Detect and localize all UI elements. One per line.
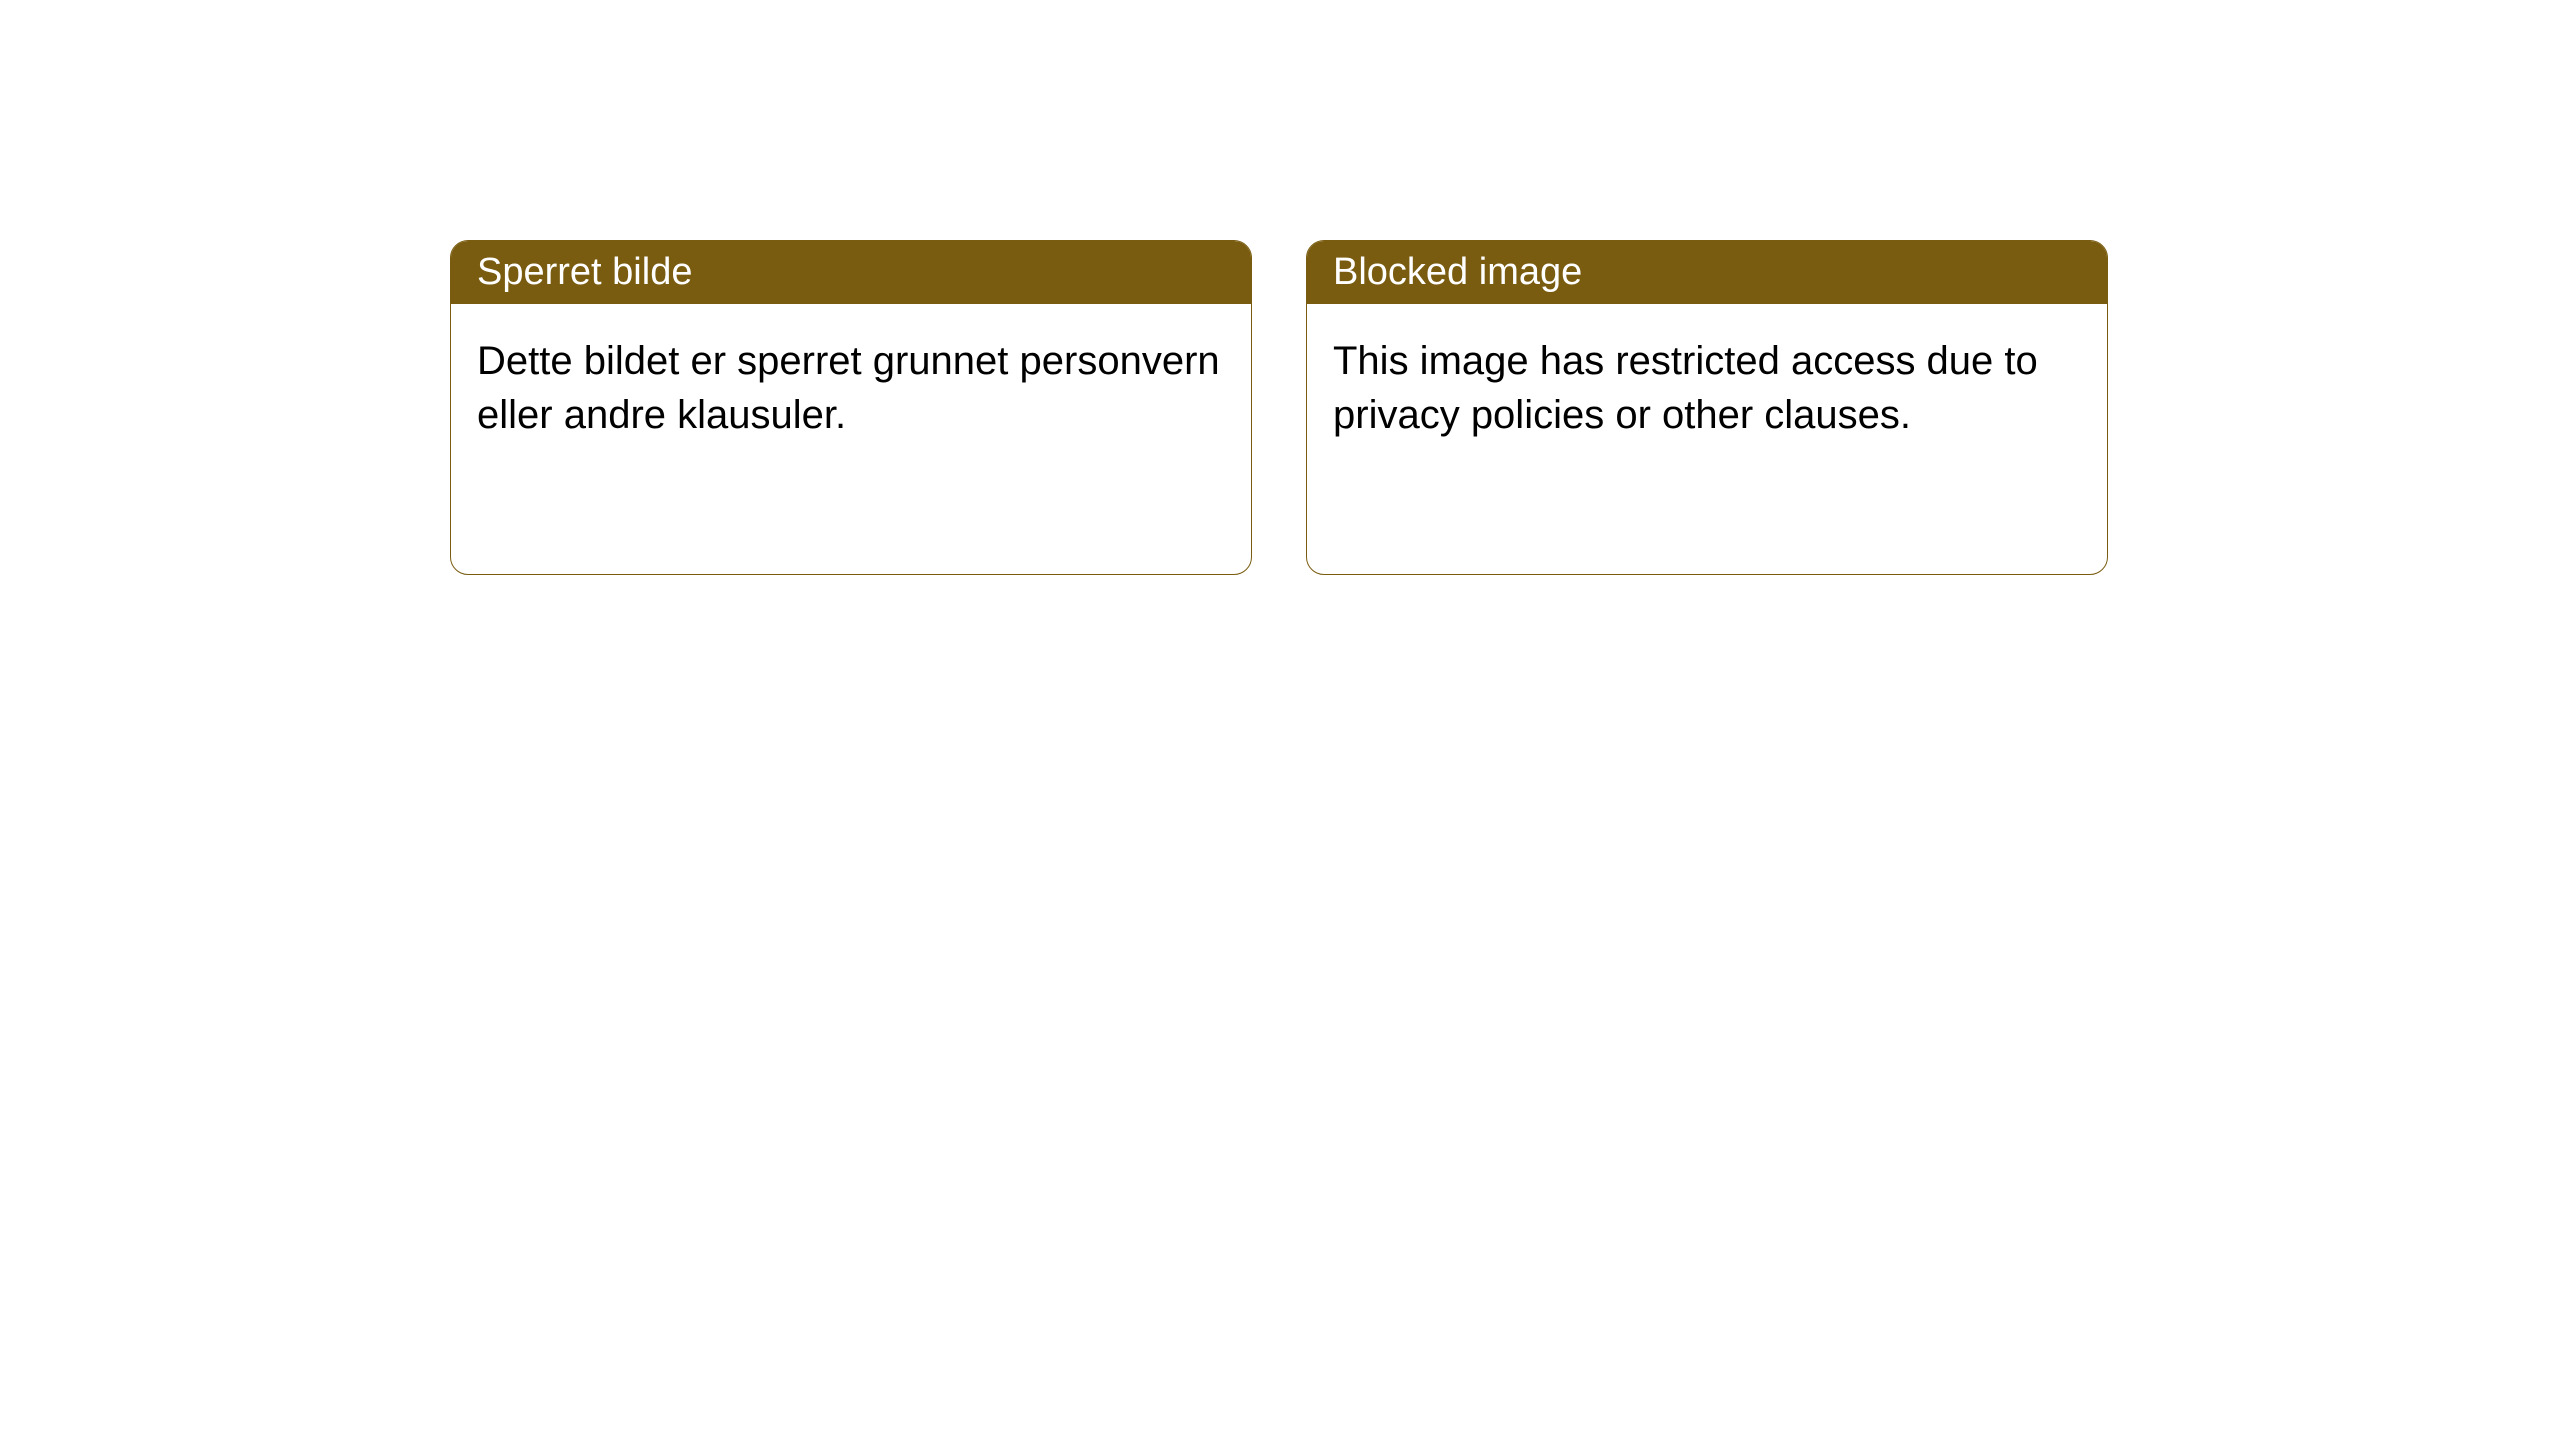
card-header: Blocked image [1307,241,2107,304]
card-body: Dette bildet er sperret grunnet personve… [451,304,1251,574]
cards-container: Sperret bilde Dette bildet er sperret gr… [0,0,2560,575]
card-header: Sperret bilde [451,241,1251,304]
notice-card-english: Blocked image This image has restricted … [1306,240,2108,575]
card-body: This image has restricted access due to … [1307,304,2107,574]
notice-card-norwegian: Sperret bilde Dette bildet er sperret gr… [450,240,1252,575]
